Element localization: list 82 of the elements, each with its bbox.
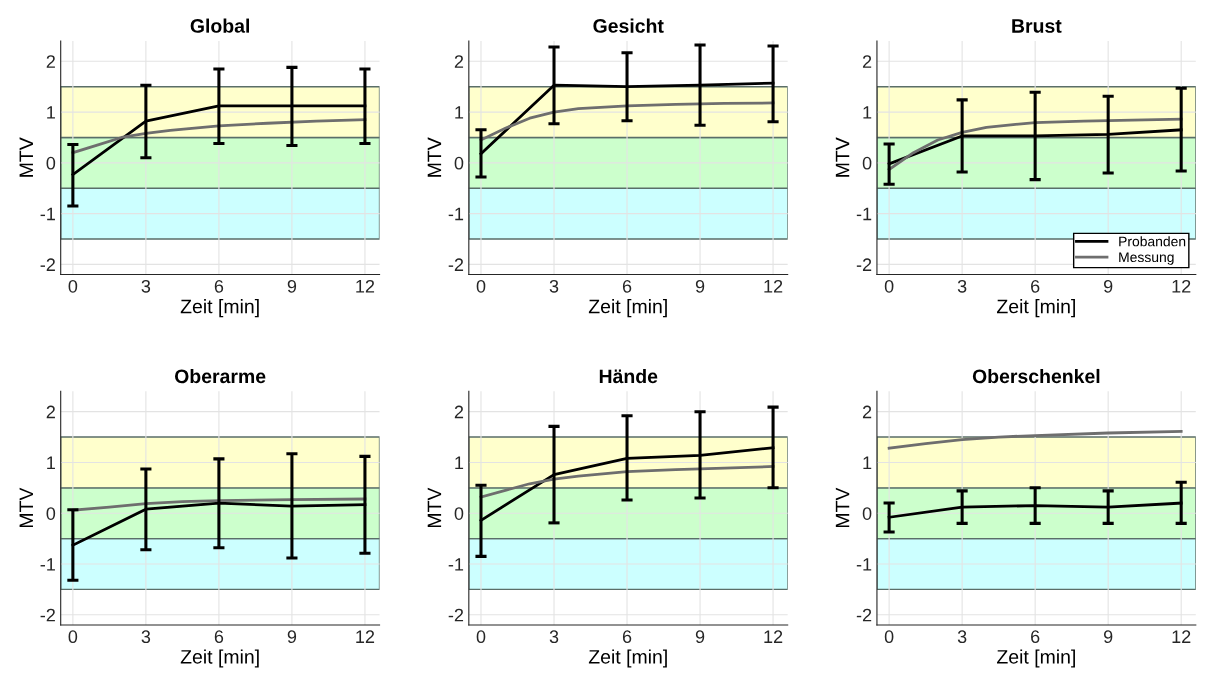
- y-tick-label: 2: [862, 55, 872, 68]
- y-tick-label: -2: [448, 608, 464, 622]
- x-tick-label: 6: [1031, 279, 1040, 293]
- y-tick-label: 1: [455, 456, 464, 469]
- legend-label: Probanden: [1119, 236, 1186, 247]
- y-tick-label: -2: [40, 258, 55, 271]
- y-tick-label: 0: [454, 507, 464, 520]
- x-tick-label: 3: [957, 630, 967, 644]
- x-axis-title: Zeit [min]: [997, 299, 1075, 318]
- x-tick-label: 9: [287, 630, 297, 644]
- x-tick-label: 12: [764, 630, 783, 643]
- chart-title: Oberschenkel: [972, 368, 1100, 384]
- x-tick-label: 6: [214, 279, 224, 293]
- x-tick-label: 3: [549, 279, 559, 293]
- y-axis-title: MTV: [835, 137, 850, 177]
- y-tick-label: -1: [40, 207, 55, 221]
- y-tick-label: -1: [856, 207, 872, 221]
- x-tick-label: 0: [476, 630, 486, 644]
- x-axis-title: Zeit [min]: [997, 649, 1075, 668]
- x-tick-label: 3: [549, 630, 559, 644]
- y-tick-label: 0: [862, 156, 872, 170]
- y-tick-label: -2: [856, 608, 872, 622]
- y-tick-label: 2: [454, 405, 464, 419]
- x-tick-label: 3: [141, 279, 151, 293]
- y-tick-label: 2: [454, 55, 464, 68]
- y-tick-label: -2: [40, 608, 55, 622]
- x-tick-label: 12: [356, 279, 375, 293]
- x-tick-label: 12: [356, 630, 375, 643]
- y-tick-label: 1: [47, 106, 55, 119]
- x-axis-title: Zeit [min]: [180, 299, 259, 318]
- chart-title: Brust: [1012, 19, 1062, 33]
- y-tick-label: -1: [448, 207, 464, 221]
- y-tick-label: 0: [862, 507, 872, 520]
- y-axis-title: MTV: [427, 487, 442, 528]
- chart-title: Global: [190, 18, 249, 33]
- y-tick-label: 1: [455, 106, 464, 119]
- y-tick-label: 2: [862, 405, 872, 419]
- x-tick-label: 6: [622, 279, 632, 293]
- y-tick-label: 1: [47, 456, 55, 469]
- x-axis-title: Zeit [min]: [588, 649, 667, 668]
- x-tick-label: 9: [287, 279, 297, 293]
- chart-title: Gesicht: [593, 18, 664, 33]
- y-tick-label: 1: [863, 456, 872, 469]
- y-axis-title: MTV: [19, 487, 33, 528]
- x-tick-label: 12: [764, 279, 783, 293]
- x-tick-label: 9: [1103, 279, 1113, 293]
- x-tick-label: 9: [1103, 630, 1113, 644]
- chart-title: Oberarme: [174, 368, 266, 384]
- x-tick-label: 3: [957, 279, 967, 293]
- x-tick-label: 0: [884, 630, 894, 644]
- y-tick-label: 0: [46, 507, 56, 520]
- y-tick-label: -1: [856, 558, 872, 571]
- y-tick-label: -2: [856, 258, 872, 271]
- x-tick-label: 6: [1031, 630, 1040, 644]
- y-tick-label: 0: [454, 156, 464, 170]
- y-tick-label: 0: [46, 156, 56, 170]
- chart-title: Hände: [599, 368, 658, 384]
- x-tick-label: 0: [68, 630, 78, 644]
- y-axis-title: MTV: [835, 487, 850, 528]
- y-tick-label: 2: [46, 55, 55, 68]
- y-axis-title: MTV: [427, 137, 442, 177]
- x-tick-label: 9: [695, 630, 705, 644]
- y-tick-label: 2: [46, 405, 55, 419]
- x-tick-label: 3: [141, 630, 151, 644]
- line-series: [887, 117, 1183, 171]
- x-tick-label: 6: [214, 630, 224, 644]
- x-axis-title: Zeit [min]: [180, 649, 259, 668]
- y-axis-title: MTV: [19, 137, 33, 177]
- x-tick-label: 0: [884, 279, 894, 293]
- y-tick-label: -1: [448, 558, 464, 571]
- legend-label: Messung: [1119, 252, 1174, 265]
- x-tick-label: 12: [1172, 630, 1191, 643]
- x-tick-label: 0: [476, 279, 486, 293]
- y-tick-label: -1: [40, 558, 55, 571]
- y-tick-label: -2: [448, 258, 464, 271]
- line-series: [887, 430, 1183, 450]
- x-axis-title: Zeit [min]: [588, 299, 667, 318]
- x-tick-label: 6: [622, 630, 632, 644]
- x-tick-label: 9: [695, 279, 705, 293]
- y-tick-label: 1: [863, 106, 872, 119]
- x-tick-label: 12: [1172, 279, 1191, 293]
- x-tick-label: 0: [68, 279, 78, 293]
